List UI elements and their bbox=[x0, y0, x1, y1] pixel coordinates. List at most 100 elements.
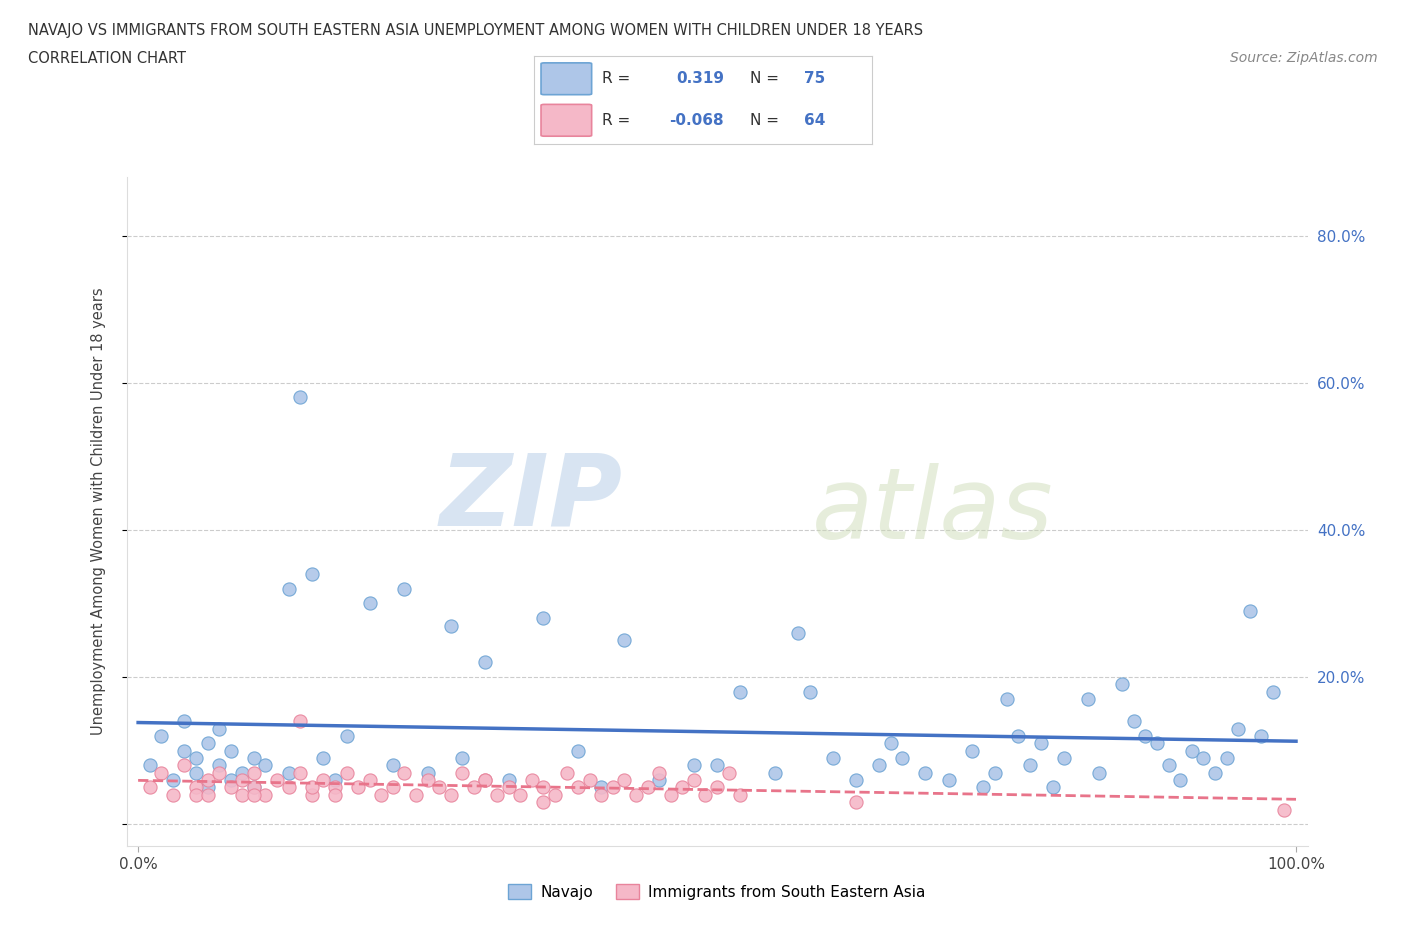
Point bbox=[567, 743, 589, 758]
Text: atlas: atlas bbox=[811, 463, 1053, 560]
Point bbox=[197, 736, 219, 751]
Point bbox=[1018, 758, 1040, 773]
Point bbox=[197, 780, 219, 795]
Point bbox=[706, 758, 728, 773]
Point bbox=[845, 773, 868, 788]
Point bbox=[498, 780, 520, 795]
FancyBboxPatch shape bbox=[541, 63, 592, 95]
Text: CORRELATION CHART: CORRELATION CHART bbox=[28, 51, 186, 66]
Point bbox=[231, 788, 253, 803]
Point bbox=[486, 788, 509, 803]
Point bbox=[301, 780, 323, 795]
Point bbox=[184, 765, 207, 780]
Point bbox=[173, 713, 195, 728]
Point bbox=[1227, 721, 1250, 736]
Point bbox=[648, 773, 671, 788]
Text: 0.319: 0.319 bbox=[676, 72, 724, 86]
Point bbox=[1031, 736, 1053, 751]
Point bbox=[474, 655, 496, 670]
Point bbox=[972, 780, 994, 795]
Point bbox=[243, 788, 266, 803]
Point bbox=[277, 765, 299, 780]
Point bbox=[359, 773, 381, 788]
Point bbox=[197, 773, 219, 788]
Point bbox=[1168, 773, 1191, 788]
Point bbox=[370, 788, 392, 803]
Point bbox=[394, 581, 416, 596]
Point bbox=[1077, 692, 1099, 707]
Point bbox=[427, 780, 450, 795]
Point bbox=[555, 765, 578, 780]
Point bbox=[591, 788, 613, 803]
Point bbox=[498, 773, 520, 788]
Point bbox=[637, 780, 659, 795]
Point bbox=[995, 692, 1018, 707]
Point bbox=[671, 780, 693, 795]
Point bbox=[1042, 780, 1064, 795]
Point bbox=[138, 758, 160, 773]
Point bbox=[290, 390, 312, 405]
Point bbox=[624, 788, 647, 803]
Point bbox=[1053, 751, 1076, 765]
Point bbox=[1274, 802, 1296, 817]
FancyBboxPatch shape bbox=[541, 104, 592, 136]
Point bbox=[1135, 728, 1157, 743]
Point bbox=[138, 780, 160, 795]
Y-axis label: Unemployment Among Women with Children Under 18 years: Unemployment Among Women with Children U… bbox=[91, 287, 105, 736]
Point bbox=[683, 758, 706, 773]
Point bbox=[231, 765, 253, 780]
Point bbox=[1088, 765, 1111, 780]
Point bbox=[254, 758, 277, 773]
Point bbox=[1157, 758, 1180, 773]
Point bbox=[184, 751, 207, 765]
Text: R =: R = bbox=[602, 72, 630, 86]
Point bbox=[845, 795, 868, 810]
Point bbox=[335, 728, 357, 743]
Point bbox=[347, 780, 370, 795]
Point bbox=[659, 788, 682, 803]
Point bbox=[359, 596, 381, 611]
Text: 75: 75 bbox=[804, 72, 825, 86]
Point bbox=[1192, 751, 1215, 765]
Point bbox=[531, 611, 554, 626]
Point bbox=[591, 780, 613, 795]
Point bbox=[323, 773, 346, 788]
Point bbox=[683, 773, 706, 788]
Point bbox=[891, 751, 914, 765]
Point bbox=[763, 765, 786, 780]
Point bbox=[1146, 736, 1168, 751]
Point bbox=[394, 765, 416, 780]
Point bbox=[150, 765, 173, 780]
Point bbox=[219, 743, 242, 758]
Point bbox=[1007, 728, 1029, 743]
Point bbox=[1111, 677, 1133, 692]
Point bbox=[544, 788, 567, 803]
Point bbox=[567, 780, 589, 795]
Text: N =: N = bbox=[751, 72, 779, 86]
Text: R =: R = bbox=[602, 113, 630, 127]
Point bbox=[184, 788, 207, 803]
Point bbox=[799, 684, 821, 699]
Point bbox=[613, 773, 636, 788]
Point bbox=[162, 773, 184, 788]
Point bbox=[1261, 684, 1284, 699]
Text: NAVAJO VS IMMIGRANTS FROM SOUTH EASTERN ASIA UNEMPLOYMENT AMONG WOMEN WITH CHILD: NAVAJO VS IMMIGRANTS FROM SOUTH EASTERN … bbox=[28, 23, 924, 38]
Point bbox=[648, 765, 671, 780]
Point bbox=[509, 788, 531, 803]
Point bbox=[208, 765, 231, 780]
Point bbox=[290, 713, 312, 728]
Point bbox=[162, 788, 184, 803]
Point bbox=[984, 765, 1007, 780]
Point bbox=[219, 773, 242, 788]
Point bbox=[277, 581, 299, 596]
Point bbox=[868, 758, 890, 773]
Point bbox=[531, 780, 554, 795]
Point bbox=[474, 773, 496, 788]
Point bbox=[440, 618, 463, 633]
Point bbox=[728, 684, 751, 699]
Point bbox=[880, 736, 903, 751]
Point bbox=[613, 632, 636, 647]
Point bbox=[405, 788, 427, 803]
Point bbox=[335, 765, 357, 780]
Point bbox=[208, 721, 231, 736]
